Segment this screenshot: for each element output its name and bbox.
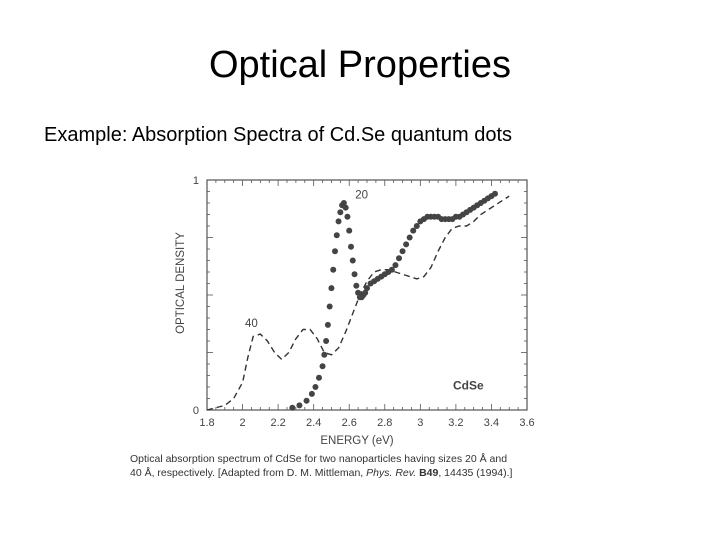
x-axis-label: ENERGY (eV) bbox=[320, 435, 393, 447]
series-20-point bbox=[330, 266, 337, 273]
series-20-point bbox=[399, 248, 406, 255]
series-20-point bbox=[351, 271, 358, 278]
caption-line-2-end: , 14435 (1994).] bbox=[438, 467, 513, 479]
annotation-label: CdSe bbox=[453, 378, 484, 392]
caption-line-2-start: 40 Å, respectively. [Adapted from D. M. … bbox=[130, 467, 367, 479]
chart-series-layer bbox=[206, 190, 510, 411]
series-20-point bbox=[406, 234, 413, 241]
annotation-label: 20 bbox=[355, 189, 368, 201]
series-20-point bbox=[340, 200, 347, 206]
x-tick-label: 2.2 bbox=[270, 417, 285, 429]
series-20-point bbox=[323, 338, 330, 344]
series-20-point bbox=[332, 248, 338, 255]
series-20-point bbox=[312, 384, 319, 390]
series-20-point bbox=[289, 404, 296, 411]
series-20-point bbox=[410, 227, 417, 234]
series-20-point bbox=[355, 289, 362, 296]
x-tick-label: 3.2 bbox=[448, 417, 463, 429]
chart-axes bbox=[206, 179, 528, 411]
series-20-point bbox=[349, 257, 356, 264]
series-20-point bbox=[296, 402, 303, 409]
series-20-point bbox=[344, 213, 351, 220]
y-tick-label: 0 bbox=[193, 405, 199, 417]
y-axis-label: OPTICAL DENSITY bbox=[175, 232, 187, 334]
y-tick-label: 1 bbox=[193, 175, 199, 187]
series-20-point bbox=[353, 282, 360, 289]
series-20-point bbox=[316, 374, 322, 381]
annotation-label: 40 bbox=[245, 318, 258, 330]
series-20-point bbox=[392, 262, 399, 269]
series-20-point bbox=[364, 285, 370, 292]
caption-journal: Phys. Rev. bbox=[366, 467, 417, 479]
x-tick-label: 3 bbox=[417, 417, 423, 429]
series-20-point bbox=[321, 351, 328, 358]
x-tick-label: 2.4 bbox=[306, 417, 321, 429]
figure-caption: Optical absorption spectrum of CdSe for … bbox=[130, 452, 610, 480]
series-20-point bbox=[413, 223, 420, 229]
series-20-point bbox=[324, 321, 331, 328]
series-20-point bbox=[326, 303, 333, 310]
series-20-point bbox=[362, 289, 369, 296]
series-20-point bbox=[348, 243, 354, 250]
chart-labels: 1.8 2 2.2 2.4 2.6 2.8 3 3.2 3.4 3.6 0 1 ENERGY (eV) O… bbox=[175, 175, 535, 447]
series-20-point bbox=[308, 390, 315, 397]
x-tick-label: 2 bbox=[239, 417, 245, 429]
series-20-point bbox=[492, 190, 498, 197]
series-20-point bbox=[346, 227, 353, 234]
x-tick-label: 1.8 bbox=[199, 417, 214, 429]
series-20-point bbox=[403, 241, 410, 248]
series-20-point bbox=[328, 285, 335, 292]
caption-line-2: 40 Å, respectively. [Adapted from D. M. … bbox=[130, 466, 610, 480]
x-tick-label: 3.6 bbox=[519, 417, 534, 429]
x-tick-label: 3.4 bbox=[484, 417, 499, 429]
series-20-point bbox=[335, 218, 342, 225]
slide-subtitle: Example: Absorption Spectra of Cd.Se qua… bbox=[44, 124, 513, 146]
absorption-spectrum-figure: 1.8 2 2.2 2.4 2.6 2.8 3 3.2 3.4 3.6 0 1 ENERGY (eV) O… bbox=[160, 168, 550, 490]
x-tick-label: 2.6 bbox=[342, 417, 357, 429]
absorption-chart: 1.8 2 2.2 2.4 2.6 2.8 3 3.2 3.4 3.6 0 1 ENERGY (eV) O… bbox=[175, 175, 535, 447]
caption-volume: B49 bbox=[419, 467, 439, 479]
series-20-point bbox=[396, 255, 402, 262]
series-20-point bbox=[319, 363, 326, 370]
series-20-point bbox=[337, 209, 344, 216]
series-20-point bbox=[342, 204, 349, 211]
series-20-point bbox=[388, 266, 395, 273]
x-tick-label: 2.8 bbox=[377, 417, 392, 429]
series-20-point bbox=[303, 397, 310, 404]
caption-line-1: Optical absorption spectrum of CdSe for … bbox=[130, 453, 508, 465]
series-20-point bbox=[333, 232, 340, 239]
slide-title: Optical Properties bbox=[208, 44, 511, 86]
